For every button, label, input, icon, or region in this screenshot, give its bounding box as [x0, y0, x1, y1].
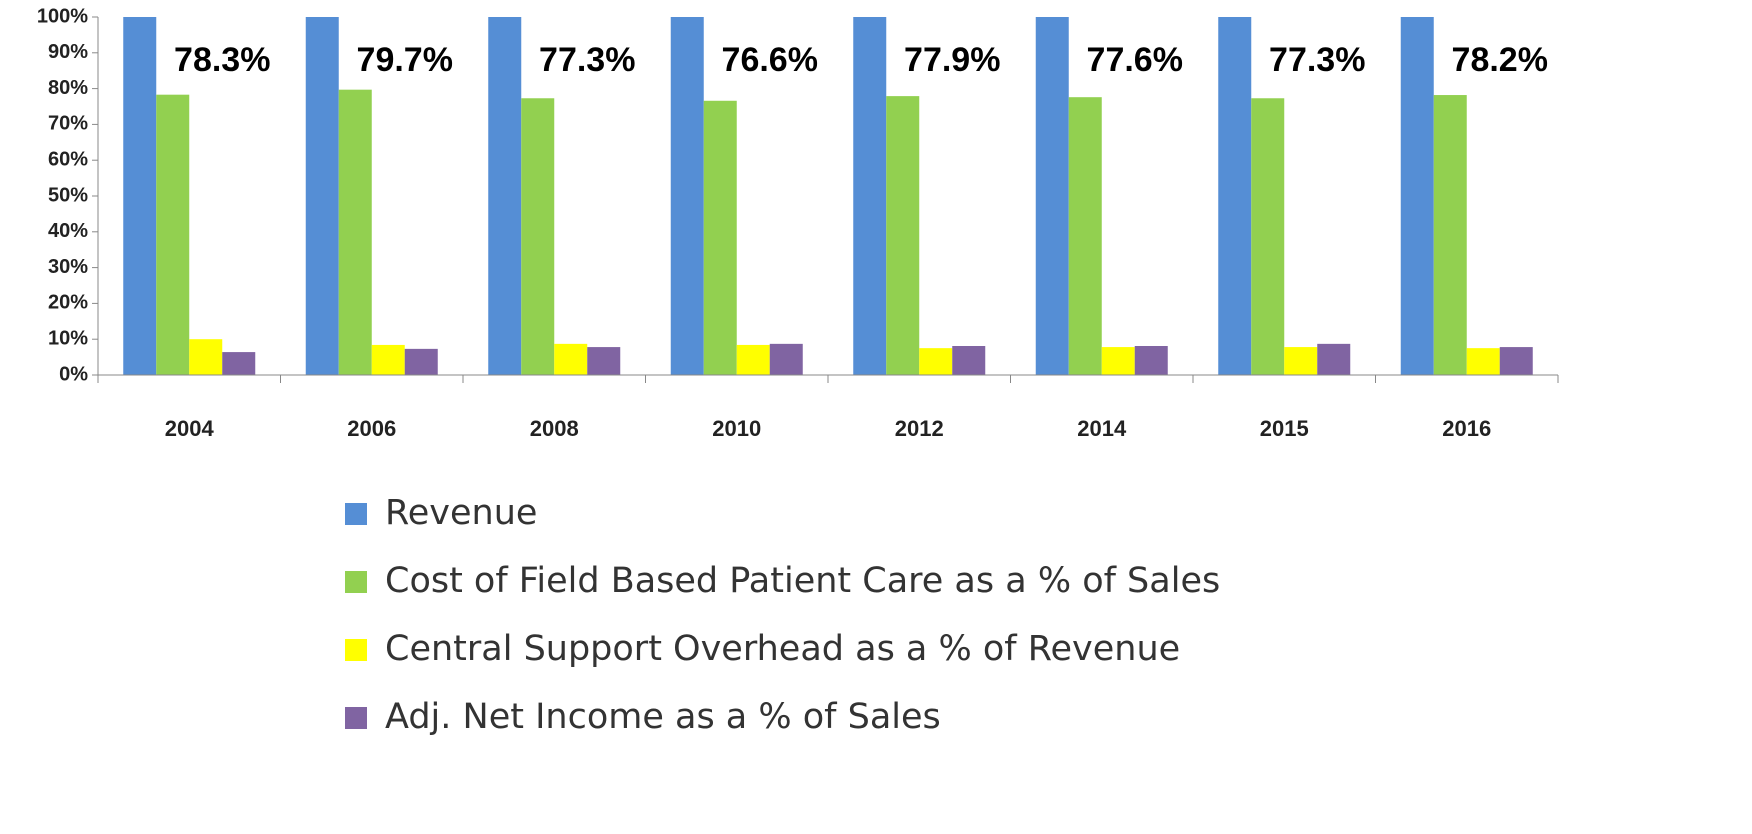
value-label: 78.3% — [174, 41, 270, 79]
bar — [703, 100, 737, 375]
bar — [1284, 347, 1318, 375]
y-tick-label: 30% — [48, 256, 88, 278]
bar — [1218, 17, 1252, 375]
bar — [769, 343, 803, 375]
value-label: 78.2% — [1452, 41, 1548, 79]
value-label: 77.3% — [539, 41, 635, 79]
legend-swatch — [345, 503, 367, 525]
bar — [1499, 347, 1533, 375]
bar — [587, 347, 621, 375]
bar — [1068, 97, 1102, 375]
bar — [338, 89, 372, 375]
bar — [156, 94, 190, 375]
value-label: 77.9% — [904, 41, 1000, 79]
y-tick-label: 40% — [48, 220, 88, 242]
bar — [1433, 95, 1467, 375]
value-label: 77.3% — [1269, 41, 1365, 79]
y-tick-label: 80% — [48, 77, 88, 99]
bar — [404, 348, 438, 375]
bar — [1251, 98, 1285, 376]
x-tick-label: 2016 — [1442, 416, 1491, 441]
bar — [554, 343, 588, 375]
bar — [1466, 348, 1500, 375]
legend-swatch — [345, 707, 367, 729]
y-tick-label: 0% — [59, 363, 88, 385]
bar — [371, 344, 405, 375]
bar — [853, 17, 887, 375]
legend-label: Cost of Field Based Patient Care as a % … — [385, 561, 1220, 601]
bar — [952, 346, 986, 375]
y-tick-label: 70% — [48, 113, 88, 135]
x-tick-label: 2004 — [165, 416, 215, 441]
bar — [670, 17, 704, 375]
legend-swatch — [345, 639, 367, 661]
x-tick-label: 2014 — [1077, 416, 1127, 441]
x-tick-label: 2008 — [530, 416, 579, 441]
x-tick-label: 2006 — [347, 416, 396, 441]
y-tick-label: 50% — [48, 184, 88, 206]
bar — [123, 17, 157, 375]
value-label: 77.6% — [1087, 41, 1183, 79]
y-tick-label: 10% — [48, 327, 88, 349]
x-tick-label: 2012 — [895, 416, 944, 441]
x-tick-label: 2015 — [1260, 416, 1309, 441]
legend-label: Revenue — [385, 493, 537, 533]
bar — [1101, 347, 1135, 375]
bar — [736, 344, 770, 375]
bar — [886, 96, 920, 376]
bar — [222, 352, 256, 375]
x-tick-label: 2010 — [712, 416, 761, 441]
value-label: 79.7% — [357, 41, 453, 79]
bar — [1035, 17, 1069, 375]
bar — [1134, 346, 1168, 375]
legend-label: Adj. Net Income as a % of Sales — [385, 697, 941, 737]
bar — [305, 17, 339, 375]
bar — [919, 348, 953, 375]
y-tick-label: 90% — [48, 41, 88, 63]
y-tick-label: 20% — [48, 292, 88, 314]
bar — [488, 17, 522, 375]
bar — [1317, 343, 1351, 375]
bar — [521, 98, 555, 376]
legend-swatch — [345, 571, 367, 593]
value-label: 76.6% — [722, 41, 818, 79]
y-tick-label: 100% — [37, 5, 88, 27]
legend-label: Central Support Overhead as a % of Reven… — [385, 629, 1180, 669]
bar — [189, 339, 223, 375]
y-tick-label: 60% — [48, 148, 88, 170]
bar — [1400, 17, 1434, 375]
